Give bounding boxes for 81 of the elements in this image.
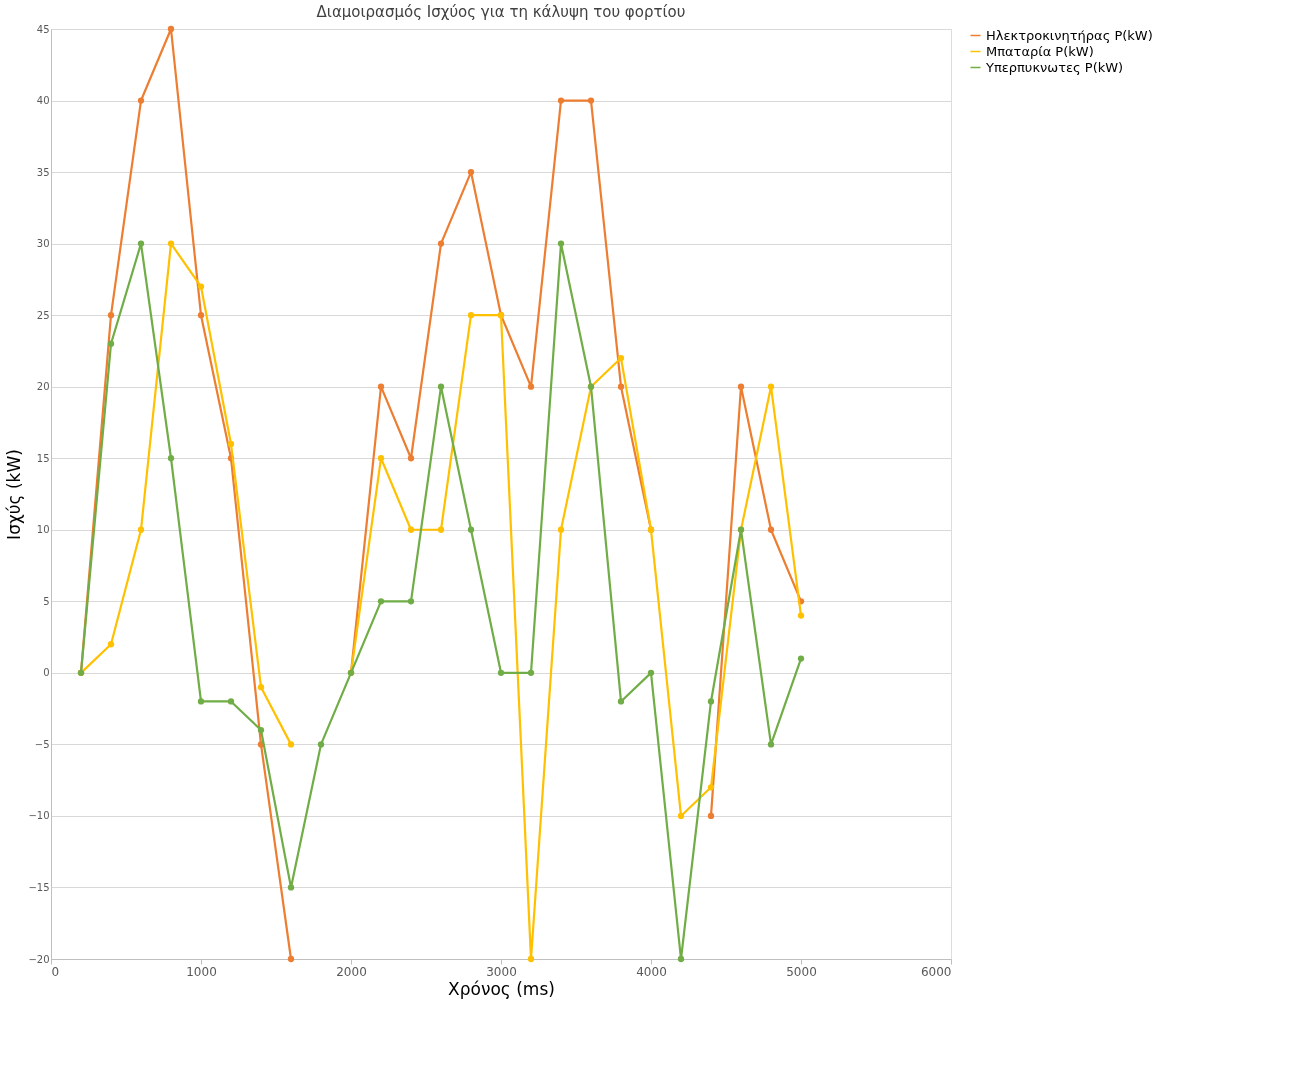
point [557,97,565,104]
point [767,526,775,533]
point [527,669,535,676]
point [107,312,115,319]
x-tick-label: 1000 [186,964,217,979]
y-tick-label: 0 [43,667,50,679]
point [287,884,295,891]
y-tick-label: −20 [28,953,50,965]
y-tick-label: 15 [36,452,50,464]
y-tick-label: 40 [36,95,50,107]
point [257,726,265,734]
y-tick-label: 10 [36,524,50,536]
point [557,240,565,247]
y-tick-label: −5 [34,738,50,750]
y-tick-label: 45 [36,23,50,35]
point [227,698,235,705]
point [647,669,655,676]
point [767,741,775,748]
point [107,641,115,648]
point [407,455,415,462]
x-tick-label: 3000 [486,964,517,979]
point [737,383,745,390]
legend-label: Ηλεκτροκινητήρας P(kW) [986,27,1153,43]
point [797,655,805,662]
point [377,455,385,462]
point [617,383,625,390]
point [227,440,235,448]
point [707,784,715,791]
point [497,669,505,676]
y-axis-title: Ισχύς (kW) [4,449,25,540]
point [677,812,685,820]
point [587,97,595,104]
point [137,526,145,533]
point [407,526,415,533]
point [617,354,625,362]
x-tick-label: 5000 [786,964,817,979]
point [257,684,265,691]
point [617,698,625,705]
point [527,955,535,963]
point [677,955,685,963]
point [137,97,145,104]
point [797,612,805,619]
point [137,240,145,247]
point [197,283,205,290]
point [557,526,565,533]
point [407,598,415,605]
point [707,812,715,820]
x-tick-label: 4000 [636,964,667,979]
y-tick-label: −15 [28,881,50,893]
point [527,383,535,390]
point [467,168,475,176]
point [467,526,475,533]
point [197,698,205,705]
point [437,526,445,533]
y-tick-label: 25 [36,309,50,321]
y-tick-label: 20 [36,381,50,393]
point [377,598,385,605]
point [107,340,115,347]
point [767,383,775,390]
y-tick-label: 5 [43,595,50,607]
point [437,240,445,247]
point [167,240,175,247]
point [287,741,295,748]
x-tick-label: 2000 [336,964,367,979]
point [167,455,175,462]
point [437,383,445,390]
x-tick-label: 6000 [920,964,952,979]
point [287,955,295,963]
point [197,312,205,319]
point [707,698,715,705]
legend-label: Υπερπυκνωτες P(kW) [985,59,1124,75]
y-tick-label: 30 [36,238,50,250]
y-tick-label: −10 [28,810,50,822]
x-axis-title: Χρόνος (ms) [448,978,555,999]
point [467,312,475,319]
point [167,25,175,33]
point [377,383,385,390]
chart-title: Διαμοιρασμός Ισχύος για τη κάλυψη του φορτίου [316,3,686,21]
y-tick-label: 35 [36,166,50,178]
point [317,741,325,748]
legend-label: Μπαταρία P(kW) [986,43,1094,59]
